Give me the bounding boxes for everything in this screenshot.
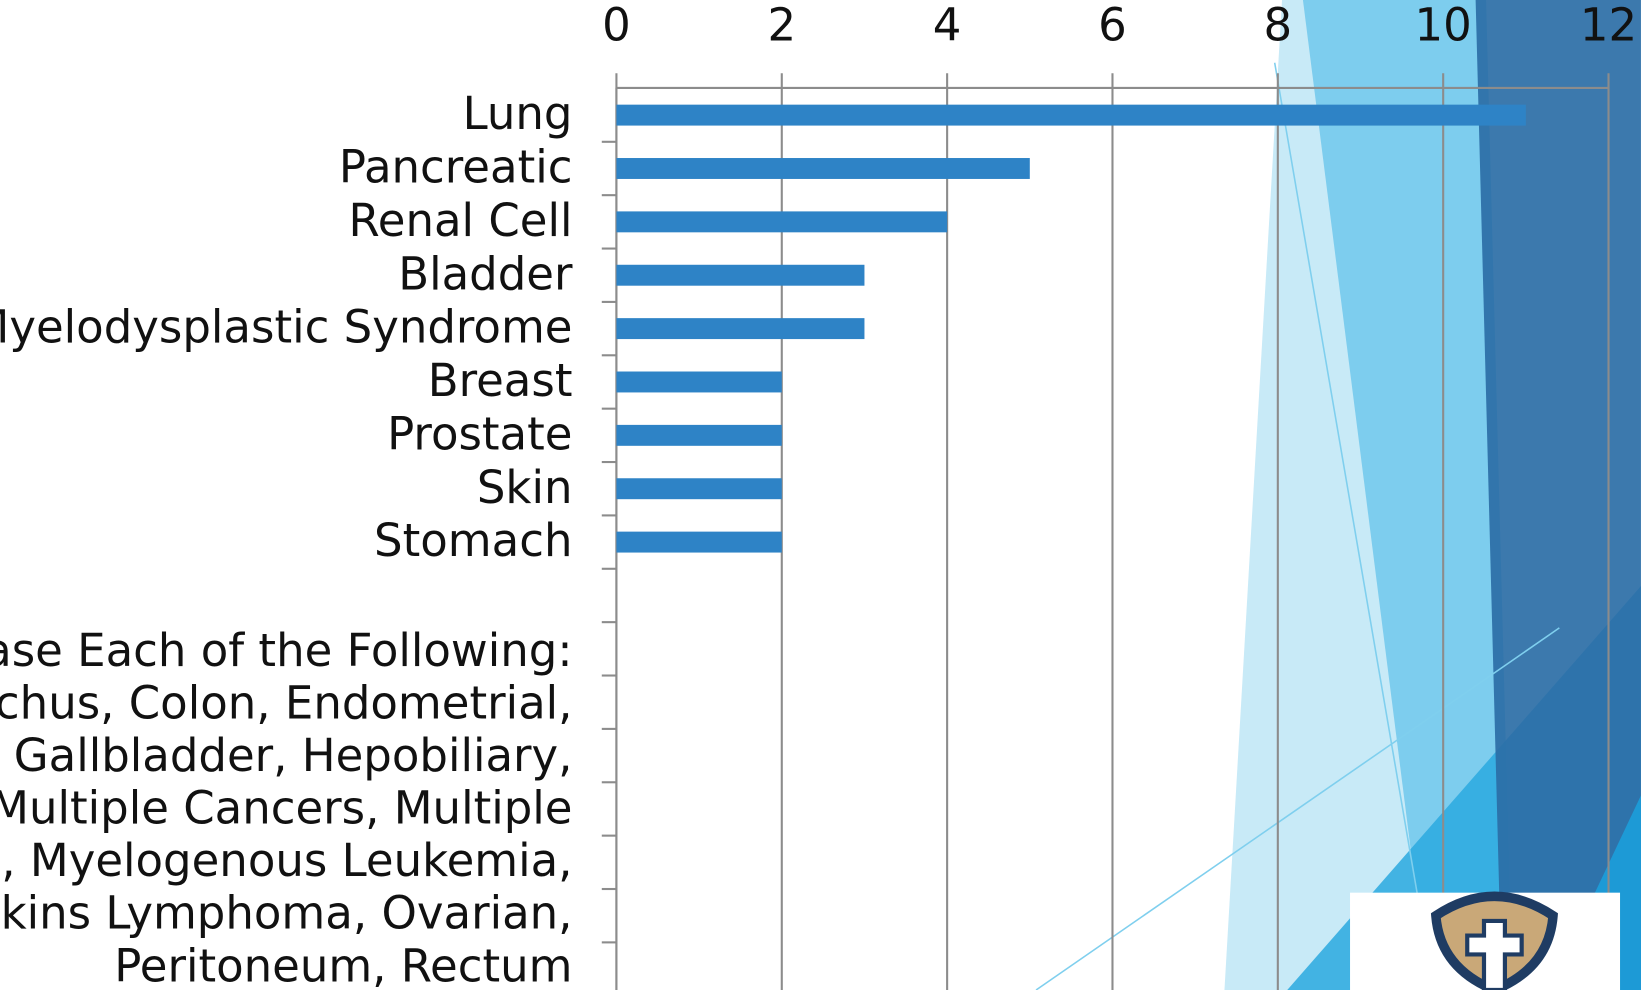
- y-tick-label: Skin: [477, 461, 573, 514]
- page: {"chart_data": { "type": "bar", "orienta…: [0, 0, 1641, 990]
- bar: [616, 425, 781, 446]
- y-tick-label: Bladder: [398, 247, 573, 300]
- x-tick-label: 6: [1098, 0, 1127, 51]
- annotation-line: , Gallbladder, Hepobiliary,: [0, 729, 572, 782]
- annotation-line: na, Myelogenous Leukemia,: [0, 834, 572, 887]
- annotation-line: Multiple Cancers, Multiple: [0, 782, 572, 835]
- x-tick-label: 0: [602, 0, 631, 51]
- bar: [616, 105, 1525, 126]
- bar: [616, 478, 781, 499]
- bar: [616, 532, 781, 553]
- y-tick-label: Myelodysplastic Syndrome: [0, 301, 572, 354]
- x-tick-label: 2: [767, 0, 796, 51]
- y-tick-label: Prostate: [387, 407, 572, 460]
- bar: [616, 158, 1029, 179]
- bar: [616, 211, 947, 232]
- annotation-line: Peritoneum, Rectum: [114, 939, 572, 990]
- y-tick-label: Stomach: [374, 514, 572, 567]
- background-decoration: [1036, 0, 1641, 990]
- bar: [616, 265, 864, 286]
- annotation-line: nchus, Colon, Endometrial,: [0, 677, 572, 730]
- bar: [616, 372, 781, 393]
- y-tick-label: Lung: [463, 87, 573, 140]
- x-tick-label: 10: [1415, 0, 1472, 51]
- bar: [616, 318, 864, 339]
- bg-shape: [1476, 0, 1641, 990]
- x-tick-label: 12: [1580, 0, 1637, 51]
- annotation-line: lgkins Lymphoma, Ovarian,: [0, 887, 572, 940]
- x-tick-label: 8: [1264, 0, 1293, 51]
- slide: 0 2 4 6 8 10 12 LungPancreaticRenal CellBladder…: [0, 0, 1641, 990]
- y-tick-label: Pancreatic: [339, 141, 573, 194]
- logo: [1350, 893, 1620, 990]
- y-tick-label: Renal Cell: [349, 194, 573, 247]
- x-tick-label: 4: [933, 0, 962, 51]
- annotation-line: Case Each of the Following:: [0, 624, 572, 677]
- y-tick-label: Breast: [428, 354, 573, 407]
